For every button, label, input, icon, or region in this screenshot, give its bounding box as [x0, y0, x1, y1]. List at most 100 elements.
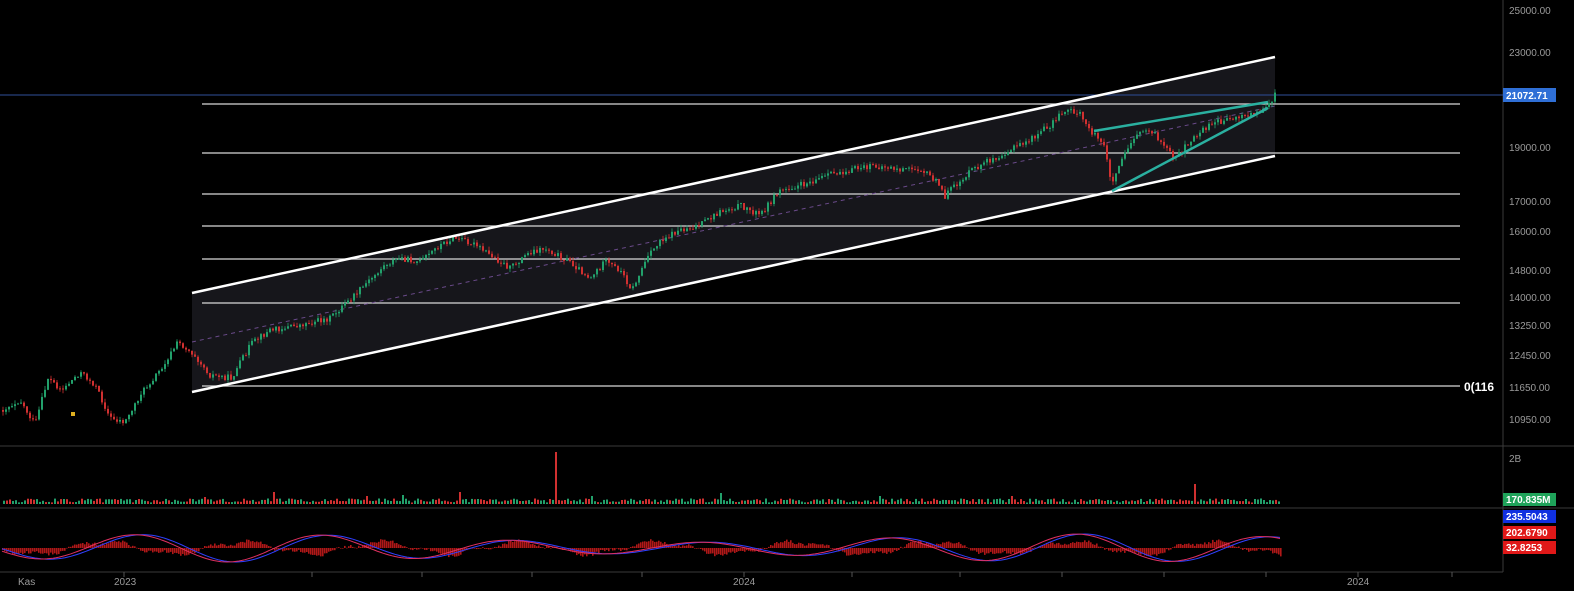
candle-body: [170, 351, 172, 360]
volume-bar: [801, 501, 803, 504]
histogram-bar: [1012, 548, 1014, 553]
candle-body: [179, 341, 181, 344]
histogram-bar: [1120, 548, 1122, 553]
histogram-bar: [224, 544, 226, 548]
candle-body: [632, 286, 634, 289]
candle-body: [416, 261, 418, 263]
histogram-bar: [1148, 548, 1150, 557]
histogram-bar: [236, 543, 238, 548]
candle-body: [509, 265, 511, 269]
histogram-bar: [696, 548, 698, 549]
histogram-bar: [828, 545, 830, 548]
candle-body: [1214, 122, 1216, 125]
volume-bar: [465, 499, 467, 504]
histogram-bar: [956, 542, 958, 548]
candle-body: [614, 264, 616, 266]
histogram-bar: [988, 548, 990, 554]
histogram-bar: [74, 544, 76, 548]
histogram-bar: [768, 546, 770, 548]
candle-body: [845, 171, 847, 175]
candle-body: [242, 355, 244, 361]
volume-bar: [621, 500, 623, 504]
volume-bar: [1260, 498, 1262, 504]
candle-body: [347, 300, 349, 303]
histogram-bar: [1194, 545, 1196, 548]
histogram-bar: [178, 548, 180, 554]
volume-bar: [660, 500, 662, 504]
volume-bar: [45, 502, 47, 504]
histogram-bar: [850, 548, 852, 556]
histogram-bar: [778, 543, 780, 548]
candle-body: [1046, 126, 1048, 129]
candle-body: [497, 257, 499, 263]
candle-body: [452, 236, 454, 242]
histogram-bar: [326, 548, 328, 554]
histogram-bar: [346, 547, 348, 549]
volume-bar: [480, 499, 482, 504]
histogram-bar: [1272, 548, 1274, 554]
candle-body: [1148, 130, 1150, 132]
candle-body: [149, 384, 151, 388]
candle-body: [890, 166, 892, 169]
histogram-bar: [1090, 542, 1092, 548]
candle-body: [434, 248, 436, 251]
volume-bar: [654, 499, 656, 504]
wedge-lower-line[interactable]: [1111, 106, 1269, 193]
histogram-bar: [650, 539, 652, 548]
histogram-bar: [1100, 546, 1102, 548]
volume-bar: [1011, 496, 1013, 504]
marker-dot: [71, 412, 75, 416]
candle-body: [440, 243, 442, 250]
histogram-bar: [390, 540, 392, 548]
histogram-bar: [1276, 548, 1278, 554]
volume-bar: [768, 502, 770, 504]
channel-midline: [191, 105, 1276, 343]
histogram-bar: [1132, 548, 1134, 552]
histogram-bar: [774, 543, 776, 548]
channel-lower-line[interactable]: [191, 154, 1276, 394]
volume-bar: [1257, 499, 1259, 504]
candle-body: [2, 410, 4, 412]
channel-upper-line[interactable]: [191, 55, 1276, 295]
volume-bar: [684, 501, 686, 504]
candle-body: [854, 166, 856, 169]
histogram-bar: [736, 548, 738, 552]
candle-body: [857, 166, 859, 170]
signal-badge: [1503, 526, 1556, 539]
histogram-bar: [522, 540, 524, 548]
volume-bar: [1200, 499, 1202, 504]
candle-body: [578, 267, 580, 270]
volume-bar: [624, 499, 626, 504]
wedge-upper-line[interactable]: [1093, 100, 1269, 133]
candle-body: [128, 414, 130, 420]
candle-body: [539, 247, 541, 253]
histogram-bar: [88, 543, 90, 548]
volume-bar: [915, 498, 917, 504]
histogram-bar: [1280, 548, 1282, 557]
candle-body: [1001, 155, 1003, 159]
candle-body: [422, 257, 424, 260]
macd-indicator: [1, 533, 1282, 563]
histogram-bar: [1196, 543, 1198, 548]
histogram-bar: [810, 543, 812, 548]
candle-body: [1016, 145, 1018, 147]
volume-bar: [108, 499, 110, 504]
candle-body: [866, 165, 868, 170]
histogram-bar: [214, 543, 216, 548]
histogram-bar: [1138, 548, 1140, 554]
histogram-bar: [38, 548, 40, 553]
histogram-bar: [152, 548, 154, 553]
histogram-bar: [944, 542, 946, 548]
volume-bar: [717, 499, 719, 504]
volume-bar: [1119, 502, 1121, 504]
histogram-bar: [104, 544, 106, 548]
histogram-bar: [238, 542, 240, 548]
histogram-bar: [230, 544, 232, 548]
histogram-bar: [840, 548, 842, 551]
volume-bar: [186, 501, 188, 504]
volume-bar: [489, 499, 491, 504]
histogram-bar: [1018, 548, 1020, 553]
histogram-bar: [622, 548, 624, 550]
volume-bar: [453, 502, 455, 504]
